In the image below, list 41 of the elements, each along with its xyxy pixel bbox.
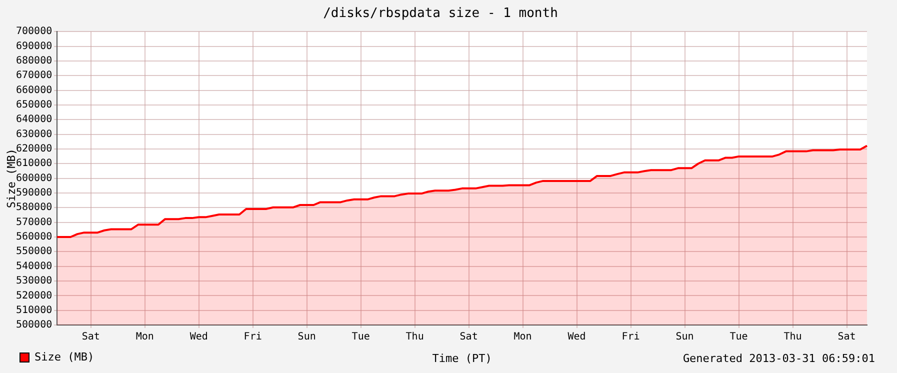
y-tick-label: 600000 [16,172,52,184]
y-tick-label: 560000 [16,232,52,243]
y-axis-title: Size (MB) [4,148,18,208]
y-tick-label: 610000 [16,158,52,170]
y-tick-label: 660000 [16,84,52,96]
legend-label: Size (MB) [34,350,94,364]
y-tick-label: 650000 [16,100,52,111]
x-tick-label: Wed [568,332,586,343]
y-tick-label: 630000 [16,128,52,140]
y-tick-label: 670000 [16,70,52,82]
x-tick-label: Sat [838,332,856,343]
y-tick-label: 500000 [16,320,52,331]
x-tick-label: Mon [514,332,532,343]
x-tick-label: Thu [784,332,802,343]
x-tick-label: Mon [136,332,154,343]
x-tick-label: Sat [82,332,100,343]
y-tick-label: 530000 [16,276,52,287]
y-tick-label: 550000 [16,246,52,258]
y-tick-label: 510000 [16,304,52,316]
x-tick-label: Sun [676,332,694,343]
y-tick-label: 580000 [16,202,52,214]
y-tick-label: 700000 [16,26,52,38]
x-tick-label: Wed [190,332,208,343]
y-tick-label: 640000 [16,114,52,126]
chart-title: /disks/rbspdata size - 1 month [323,6,558,22]
text: Generated 2013-03-31 06:59:01 [682,352,875,365]
x-tick-label: Fri [622,332,640,343]
y-tick-label: 570000 [16,216,52,228]
x-axis-title: Time (PT) [432,352,492,365]
y-tick-label: 620000 [16,144,52,155]
y-tick-label: 540000 [16,260,52,272]
x-tick-label: Fri [244,332,262,343]
x-tick-label: Tue [730,332,748,343]
x-tick-label: Thu [406,332,424,343]
y-tick-label: 520000 [16,290,52,302]
x-tick-label: Sun [298,332,316,343]
x-tick-label: Tue [352,332,370,343]
y-tick-label: 590000 [16,188,52,199]
y-tick-label: 690000 [16,40,52,52]
x-tick-label: Sat [460,332,478,343]
y-tick-label: 680000 [16,56,52,67]
